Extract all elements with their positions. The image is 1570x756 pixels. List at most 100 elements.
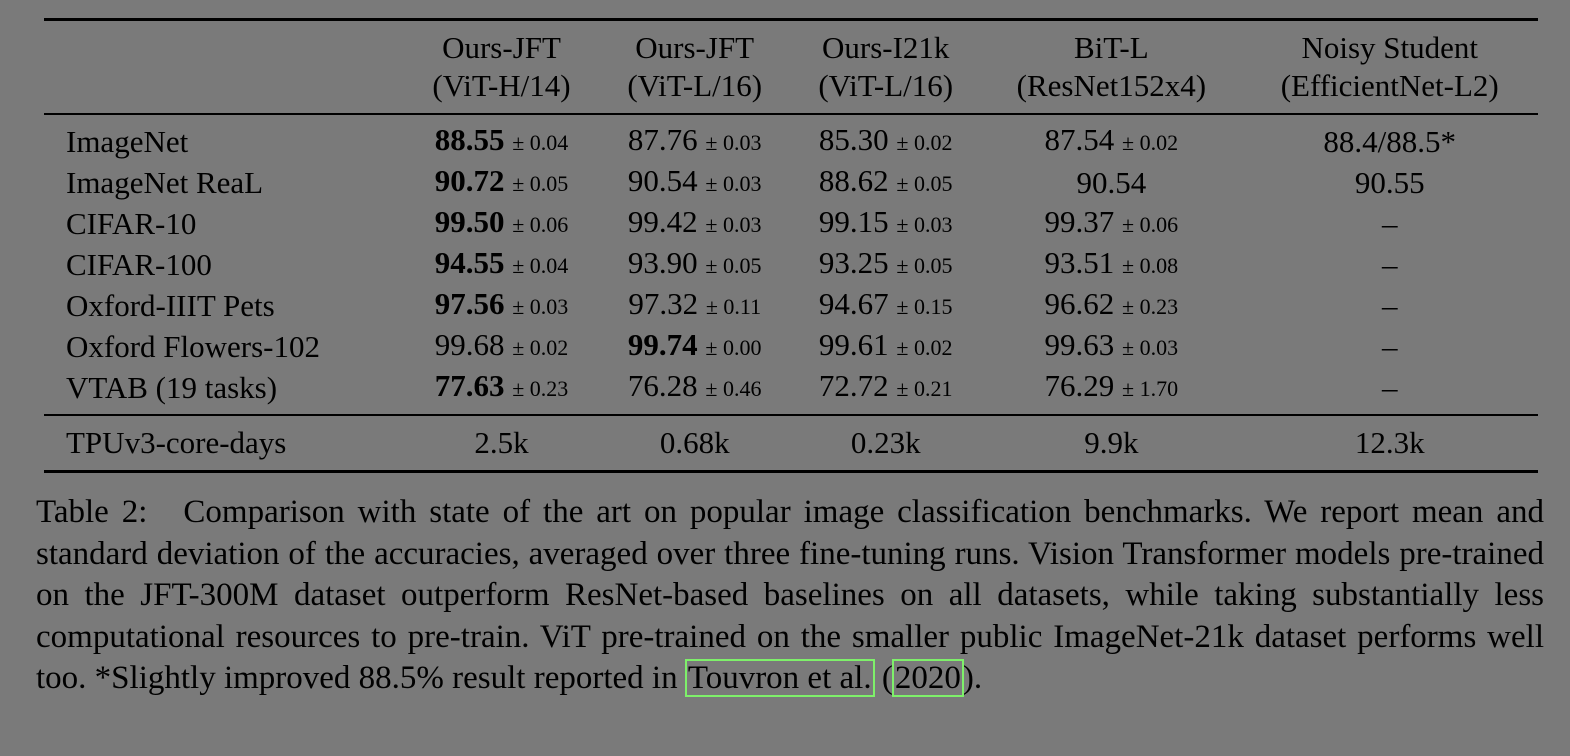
- table-cell: 88.62 ± 0.05: [790, 162, 981, 203]
- row-label: ImageNet ReaL: [66, 164, 264, 200]
- citation-link-year[interactable]: 2020: [891, 659, 964, 697]
- table-cell: 99.74 ± 0.00: [599, 326, 790, 367]
- table-cell: 99.68 ± 0.02: [404, 326, 599, 367]
- cell-value: 99.63: [1044, 327, 1115, 362]
- column-header: Noisy Student (EfficientNet-L2): [1241, 20, 1538, 115]
- cell-stddev: ± 0.46: [705, 376, 762, 401]
- cell-value: 90.54: [627, 163, 698, 198]
- table-cell: 88.4/88.5*: [1241, 114, 1538, 162]
- table-row: ImageNet ReaL 90.72 ± 0.05 90.54 ± 0.03 88.…: [44, 162, 1538, 203]
- table-cell: 99.15 ± 0.03: [790, 203, 981, 244]
- cell-stddev: ± 0.21: [896, 376, 953, 401]
- cell-stddev: ± 0.02: [896, 130, 953, 155]
- cell-value: 76.29: [1044, 368, 1115, 403]
- column-header: BiT-L (ResNet152x4): [981, 20, 1241, 115]
- table-cell: 99.42 ± 0.03: [599, 203, 790, 244]
- table-row: Oxford-IIIT Pets 97.56 ± 0.03 97.32 ± 0.11…: [44, 285, 1538, 326]
- cell-stddev: ± 1.70: [1122, 376, 1179, 401]
- table-row: Oxford Flowers-102 99.68 ± 0.02 99.74 ± 0.…: [44, 326, 1538, 367]
- cell-value: 99.37: [1044, 204, 1115, 239]
- cell-value: 87.54: [1044, 122, 1115, 157]
- table-caption: Table 2: Comparison with state of the art…: [36, 492, 1544, 700]
- table-cell: –: [1241, 244, 1538, 285]
- table-cell: 93.90 ± 0.05: [599, 244, 790, 285]
- cell-stddev: ± 0.05: [896, 171, 953, 196]
- table-cell: 99.61 ± 0.02: [790, 326, 981, 367]
- cell-value: 99.68: [434, 327, 505, 362]
- header-cell-empty: [44, 20, 404, 115]
- table-cell: 90.55: [1241, 162, 1538, 203]
- cell-value: 88.4/88.5*: [1323, 123, 1457, 159]
- citation-link-authors[interactable]: Touvron et al.: [684, 659, 875, 697]
- comparison-table-container: Ours-JFT (ViT-H/14) Ours-JFT (ViT-L/16) Ours…: [44, 18, 1538, 473]
- column-header: Ours-I21k (ViT-L/16): [790, 20, 981, 115]
- table-cell: 87.54 ± 0.02: [981, 114, 1241, 162]
- cell-stddev: ± 0.03: [705, 171, 762, 196]
- tpu-days-value: 0.23k: [850, 425, 921, 460]
- column-header-arch: (ViT-H/14): [432, 68, 571, 103]
- table-row: CIFAR-100 94.55 ± 0.04 93.90 ± 0.05 93.25 ±…: [44, 244, 1538, 285]
- table-cell: 90.72 ± 0.05: [404, 162, 599, 203]
- cell-stddev: ± 0.05: [705, 253, 762, 278]
- cell-value-best: 97.56: [434, 286, 505, 321]
- table-row: VTAB (19 tasks) 77.63 ± 0.23 76.28 ± 0.46 7…: [44, 367, 1538, 415]
- cell-stddev: ± 0.02: [896, 335, 953, 360]
- column-header-model: Ours-JFT: [635, 30, 755, 65]
- cell-stddev: ± 0.05: [512, 171, 569, 196]
- cell-value: 88.62: [818, 163, 889, 198]
- table-cell: 96.62 ± 0.23: [981, 285, 1241, 326]
- caption-label: Table 2:: [36, 494, 148, 530]
- row-label: ImageNet: [66, 123, 189, 159]
- table-cell: 93.25 ± 0.05: [790, 244, 981, 285]
- column-header-arch: (ViT-L/16): [818, 68, 954, 103]
- cell-stddev: ± 0.02: [512, 335, 569, 360]
- table-row: CIFAR-10 99.50 ± 0.06 99.42 ± 0.03 99.15 ± …: [44, 203, 1538, 244]
- column-header: Ours-JFT (ViT-L/16): [599, 20, 790, 115]
- column-header: Ours-JFT (ViT-H/14): [404, 20, 599, 115]
- cell-stddev: ± 0.08: [1122, 253, 1179, 278]
- row-label: CIFAR-10: [66, 205, 197, 241]
- caption-text: Comparison with state of the art on popu…: [36, 494, 1544, 696]
- table-cell: 99.63 ± 0.03: [981, 326, 1241, 367]
- cell-stddev: ± 0.05: [896, 253, 953, 278]
- cell-value: –: [1381, 328, 1398, 364]
- table-cell: –: [1241, 326, 1538, 367]
- table-body: ImageNet 88.55 ± 0.04 87.76 ± 0.03 85.30 ± …: [44, 114, 1538, 415]
- table-cell: 90.54 ± 0.03: [599, 162, 790, 203]
- table-cell: 97.32 ± 0.11: [599, 285, 790, 326]
- cell-value: –: [1381, 369, 1398, 405]
- row-label: Oxford Flowers-102: [66, 328, 320, 364]
- cell-value: –: [1381, 246, 1398, 282]
- cell-value-best: 99.50: [434, 204, 505, 239]
- table-cell: –: [1241, 203, 1538, 244]
- cell-stddev: ± 0.03: [705, 130, 762, 155]
- table-header-row: Ours-JFT (ViT-H/14) Ours-JFT (ViT-L/16) Ours…: [44, 19, 1538, 115]
- column-header-model: Ours-JFT: [442, 30, 561, 65]
- cell-value: 99.61: [818, 327, 889, 362]
- table-cell: 99.50 ± 0.06: [404, 203, 599, 244]
- tpu-days-value: 2.5k: [474, 425, 529, 460]
- cell-value-best: 99.74: [627, 327, 698, 362]
- cell-value: 90.54: [1076, 164, 1147, 200]
- cell-stddev: ± 0.03: [705, 212, 762, 237]
- row-label: VTAB (19 tasks): [66, 369, 278, 405]
- cell-stddev: ± 0.06: [512, 212, 569, 237]
- cell-value: 99.15: [818, 204, 889, 239]
- cell-value: 72.72: [818, 368, 889, 403]
- tpu-days-value: 12.3k: [1354, 425, 1425, 460]
- row-label-tpu: TPUv3-core-days: [66, 425, 287, 460]
- cell-stddev: ± 0.15: [896, 294, 953, 319]
- table-footer-row: TPUv3-core-days 2.5k 0.68k 0.23k 9.9k 12.3k: [44, 415, 1538, 472]
- column-header-model: BiT-L: [1074, 30, 1149, 65]
- comparison-table: Ours-JFT (ViT-H/14) Ours-JFT (ViT-L/16) Ours…: [44, 18, 1538, 473]
- table-cell: 88.55 ± 0.04: [404, 114, 599, 162]
- table-cell: 76.28 ± 0.46: [599, 367, 790, 415]
- cell-value: 93.90: [627, 245, 698, 280]
- cell-value: 87.76: [627, 122, 698, 157]
- cell-value: 85.30: [818, 122, 889, 157]
- cell-value: 97.32: [628, 286, 699, 321]
- cell-value: –: [1381, 205, 1398, 241]
- table-cell: 99.37 ± 0.06: [981, 203, 1241, 244]
- table-cell: 97.56 ± 0.03: [404, 285, 599, 326]
- table-cell: –: [1241, 285, 1538, 326]
